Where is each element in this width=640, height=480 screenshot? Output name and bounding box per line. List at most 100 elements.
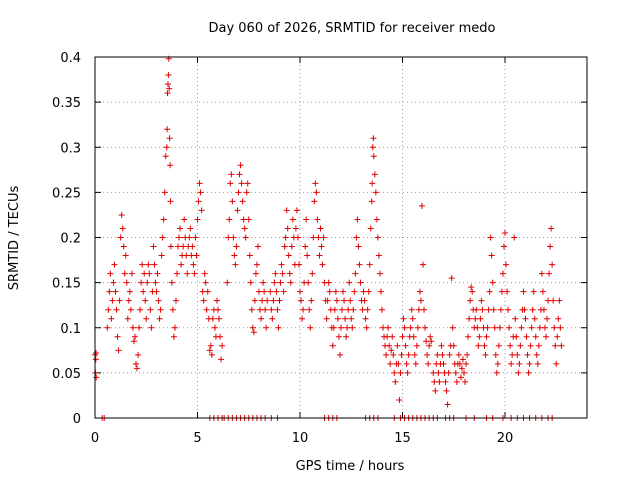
data-point xyxy=(397,369,404,376)
data-point xyxy=(164,81,171,88)
data-point xyxy=(306,306,313,313)
data-point xyxy=(531,315,538,322)
data-point xyxy=(552,342,559,349)
data-point xyxy=(425,360,432,367)
data-point xyxy=(161,189,168,196)
data-point xyxy=(407,324,414,331)
y-tick-label: 0.05 xyxy=(52,367,81,382)
y-tick-labels: 0 0.05 0.1 0.15 0.2 0.25 0.3 0.35 0.4 xyxy=(52,51,81,427)
data-point xyxy=(367,225,374,232)
data-point xyxy=(319,261,326,268)
data-point xyxy=(282,234,289,241)
data-point xyxy=(340,288,347,295)
data-point xyxy=(494,360,501,367)
data-point xyxy=(124,315,131,322)
data-point xyxy=(520,288,527,295)
data-point xyxy=(284,225,291,232)
data-point xyxy=(93,374,100,381)
data-point xyxy=(143,315,150,322)
data-point xyxy=(384,333,391,340)
data-point xyxy=(498,288,505,295)
data-point xyxy=(286,270,293,277)
data-point xyxy=(202,279,209,286)
data-point xyxy=(112,288,119,295)
x-axis-label: GPS time / hours xyxy=(296,459,405,474)
y-tick-label: 0.3 xyxy=(60,141,81,156)
data-point xyxy=(370,153,377,160)
data-point xyxy=(361,297,368,304)
data-point xyxy=(443,387,450,394)
data-point xyxy=(228,171,235,178)
data-point xyxy=(527,342,534,349)
data-point xyxy=(399,333,406,340)
data-point xyxy=(130,338,137,345)
data-point xyxy=(303,216,310,223)
data-point xyxy=(204,288,211,295)
data-point xyxy=(233,243,240,250)
data-point xyxy=(320,234,327,241)
data-point xyxy=(93,350,100,357)
data-point xyxy=(106,288,113,295)
data-point xyxy=(138,279,145,286)
data-point xyxy=(151,261,158,268)
data-point xyxy=(216,315,223,322)
data-point xyxy=(476,333,483,340)
data-point xyxy=(464,351,471,358)
data-point xyxy=(201,270,208,277)
data-point xyxy=(172,297,179,304)
data-point xyxy=(273,288,280,295)
data-point xyxy=(256,288,262,295)
data-point xyxy=(547,243,554,250)
data-point xyxy=(508,360,515,367)
data-point xyxy=(331,306,338,313)
data-point xyxy=(183,252,190,259)
data-point xyxy=(159,234,166,241)
data-point xyxy=(217,333,224,340)
data-point xyxy=(104,324,111,331)
data-point xyxy=(341,297,348,304)
data-point xyxy=(430,369,437,376)
data-point xyxy=(380,324,387,331)
data-point xyxy=(482,351,489,358)
data-point xyxy=(333,297,340,304)
data-point xyxy=(375,252,382,259)
data-point xyxy=(446,351,453,358)
data-point xyxy=(491,324,498,331)
y-tick-label: 0.1 xyxy=(60,322,81,337)
data-point xyxy=(369,180,376,187)
data-point xyxy=(186,234,193,241)
y-tick-label: 0.25 xyxy=(52,186,81,201)
chart-title: Day 060 of 2026, SRMTID for receiver med… xyxy=(208,21,495,36)
data-point xyxy=(140,288,147,295)
data-point xyxy=(445,369,452,376)
data-point xyxy=(263,324,270,331)
data-point xyxy=(123,279,130,286)
data-point xyxy=(535,342,542,349)
data-point xyxy=(493,369,500,376)
data-point xyxy=(469,288,476,295)
data-point xyxy=(339,306,346,313)
data-point xyxy=(487,234,494,241)
data-point xyxy=(414,324,421,331)
data-point xyxy=(129,324,136,331)
data-point xyxy=(274,306,281,313)
data-point xyxy=(147,306,154,313)
data-point xyxy=(295,261,302,268)
data-point xyxy=(242,234,249,241)
data-point xyxy=(546,270,553,277)
data-point xyxy=(108,315,115,322)
data-point xyxy=(231,252,238,259)
data-point xyxy=(247,279,254,286)
data-point xyxy=(539,288,546,295)
data-point xyxy=(180,243,187,250)
data-point xyxy=(496,324,503,331)
data-point xyxy=(545,297,552,304)
data-point xyxy=(308,297,315,304)
data-point xyxy=(503,261,510,268)
data-point xyxy=(509,351,516,358)
data-point xyxy=(116,297,123,304)
data-point xyxy=(350,306,357,313)
data-point xyxy=(275,324,282,331)
data-point xyxy=(385,324,392,331)
data-point xyxy=(436,378,443,385)
